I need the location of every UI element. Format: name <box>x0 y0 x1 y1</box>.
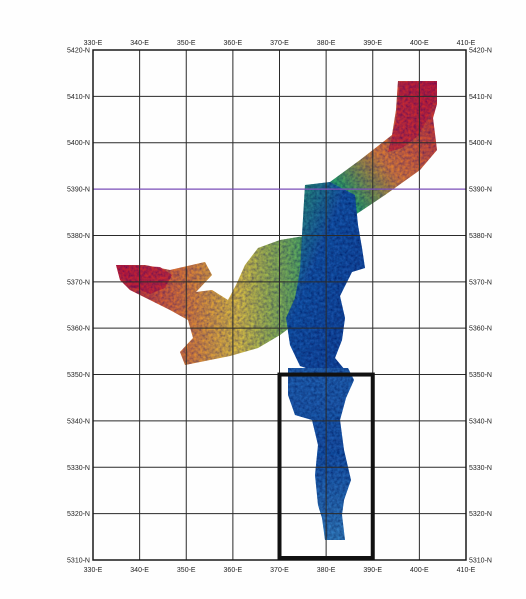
x-tick-label-top: 390-E <box>363 40 382 47</box>
x-tick-label-top: 400-E <box>410 40 429 47</box>
y-tick-label-right: 5350-N <box>469 372 492 379</box>
x-tick-label-top: 410-E <box>457 40 476 47</box>
outlined-target-area <box>277 372 375 560</box>
y-tick-label-right: 5370-N <box>469 279 492 286</box>
x-tick-label-top: 340-E <box>130 40 149 47</box>
y-tick-label-right: 5320-N <box>469 511 492 518</box>
x-tick-label-bottom: 330-E <box>84 567 103 574</box>
x-tick-label-bottom: 390-E <box>363 567 382 574</box>
y-tick-label-left: 5400-N <box>67 140 90 147</box>
anomaly-lower-stem <box>288 368 354 540</box>
y-tick-label-right: 5340-N <box>469 418 492 425</box>
y-tick-label-left: 5370-N <box>67 279 90 286</box>
y-tick-label-left: 5340-N <box>67 418 90 425</box>
grid-labels: 330-E 330-E 340-E 340-E 350-E 350-E 360-E 360-E… <box>67 40 492 574</box>
y-tick-label-left: 5410-N <box>67 94 90 101</box>
anomaly-upper-arm-hotspot <box>388 82 436 152</box>
y-tick-label-left: 5380-N <box>67 233 90 240</box>
x-tick-label-top: 380-E <box>317 40 336 47</box>
y-tick-label-right: 5330-N <box>469 465 492 472</box>
x-tick-label-bottom: 370-E <box>270 567 289 574</box>
y-tick-label-right: 5380-N <box>469 233 492 240</box>
y-tick-label-left: 5350-N <box>67 372 90 379</box>
x-tick-label-bottom: 350-E <box>177 567 196 574</box>
y-tick-label-right: 5310-N <box>469 558 492 565</box>
x-tick-label-top: 370-E <box>270 40 289 47</box>
anomaly-colour-map <box>116 81 437 540</box>
y-tick-label-left: 5320-N <box>67 511 90 518</box>
x-tick-label-top: 360-E <box>224 40 243 47</box>
x-tick-label-bottom: 360-E <box>224 567 243 574</box>
anomaly-left-arm <box>116 235 318 365</box>
y-tick-label-left: 5310-N <box>67 558 90 565</box>
y-tick-label-left: 5360-N <box>67 326 90 333</box>
y-tick-label-left: 5390-N <box>67 187 90 194</box>
x-tick-label-top: 330-E <box>84 40 103 47</box>
x-tick-label-top: 350-E <box>177 40 196 47</box>
map-frame <box>92 49 467 561</box>
coordinate-grid <box>92 49 467 561</box>
y-tick-label-right: 5400-N <box>469 140 492 147</box>
y-tick-label-left: 5420-N <box>67 48 90 55</box>
x-tick-label-bottom: 400-E <box>410 567 429 574</box>
y-tick-label-left: 5330-N <box>67 465 90 472</box>
x-tick-label-bottom: 410-E <box>457 567 476 574</box>
x-tick-label-bottom: 340-E <box>130 567 149 574</box>
anomaly-left-arm-hotspot <box>116 265 172 294</box>
y-tick-label-right: 5420-N <box>469 48 492 55</box>
x-tick-label-bottom: 380-E <box>317 567 336 574</box>
y-tick-label-right: 5410-N <box>469 94 492 101</box>
anomaly-central-stem <box>286 182 365 372</box>
y-tick-label-right: 5360-N <box>469 326 492 333</box>
y-tick-label-right: 5390-N <box>469 187 492 194</box>
